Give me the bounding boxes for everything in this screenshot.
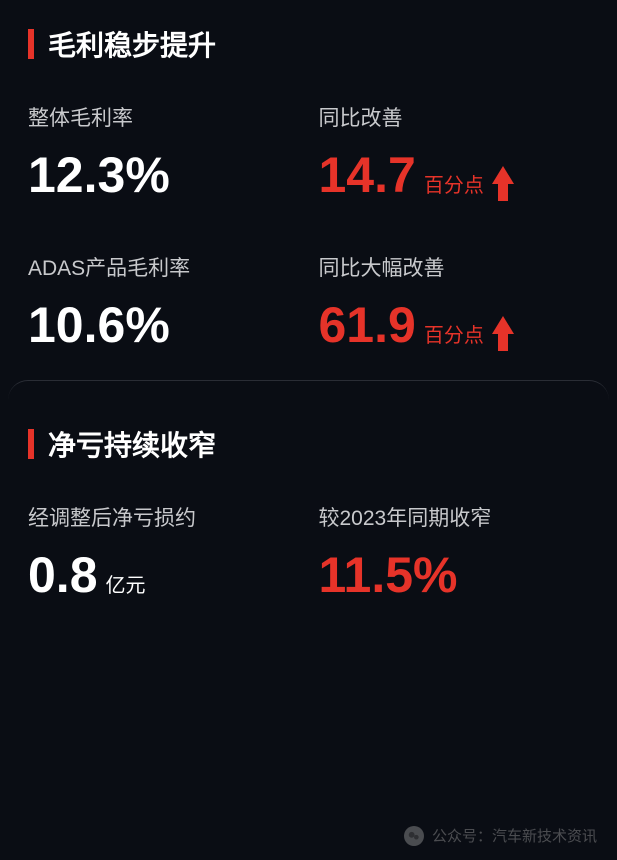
section-net-loss: 净亏持续收窄 经调整后净亏损约 0.8 亿元 较2023年同期收窄 11.5% — [0, 400, 617, 630]
section-header: 净亏持续收窄 — [28, 424, 589, 464]
wechat-icon — [404, 826, 424, 846]
metric-value: 0.8 — [28, 550, 98, 600]
metric-value-row: 10.6% — [28, 300, 299, 350]
metric-unit: 百分点 — [424, 169, 484, 198]
accent-bar — [28, 429, 34, 459]
metric-label: 同比大幅改善 — [319, 252, 590, 282]
section-title: 毛利稳步提升 — [48, 24, 216, 64]
metric-value-row: 12.3% — [28, 150, 299, 200]
metric-adjusted-loss: 经调整后净亏损约 0.8 亿元 — [28, 502, 299, 600]
section-header: 毛利稳步提升 — [28, 24, 589, 64]
metric-label: 经调整后净亏损约 — [28, 502, 299, 532]
metric-vs-2023: 较2023年同期收窄 11.5% — [319, 502, 590, 600]
metric-unit: 百分点 — [424, 319, 484, 348]
metric-overall-margin: 整体毛利率 12.3% — [28, 102, 299, 200]
metrics-grid: 经调整后净亏损约 0.8 亿元 较2023年同期收窄 11.5% — [28, 502, 589, 600]
section-title: 净亏持续收窄 — [48, 424, 216, 464]
metric-label: ADAS产品毛利率 — [28, 252, 299, 282]
metric-yoy-big-improvement: 同比大幅改善 61.9 百分点 — [319, 252, 590, 350]
metric-label: 同比改善 — [319, 102, 590, 132]
metric-value-row: 0.8 亿元 — [28, 550, 299, 600]
metric-unit: 亿元 — [106, 569, 146, 598]
arrow-up-icon — [492, 166, 514, 184]
metric-yoy-improvement: 同比改善 14.7 百分点 — [319, 102, 590, 200]
metric-value: 61.9 — [319, 300, 416, 350]
watermark: 公众号：汽车新技术资讯 — [404, 825, 597, 846]
metric-value-row: 11.5% — [319, 550, 590, 600]
metric-value-row: 61.9 百分点 — [319, 300, 590, 350]
metric-label: 较2023年同期收窄 — [319, 502, 590, 532]
section-divider — [8, 380, 609, 400]
metric-adas-margin: ADAS产品毛利率 10.6% — [28, 252, 299, 350]
metrics-grid: 整体毛利率 12.3% 同比改善 14.7 百分点 ADAS产品毛利率 10.6… — [28, 102, 589, 350]
arrow-up-icon — [492, 316, 514, 334]
metric-label: 整体毛利率 — [28, 102, 299, 132]
metric-value: 11.5% — [319, 550, 458, 600]
section-gross-margin: 毛利稳步提升 整体毛利率 12.3% 同比改善 14.7 百分点 ADAS产品毛… — [0, 0, 617, 380]
metric-value-row: 14.7 百分点 — [319, 150, 590, 200]
accent-bar — [28, 29, 34, 59]
metric-value: 10.6% — [28, 300, 170, 350]
metric-value: 12.3% — [28, 150, 170, 200]
metric-value: 14.7 — [319, 150, 416, 200]
watermark-text: 公众号：汽车新技术资讯 — [432, 825, 597, 846]
